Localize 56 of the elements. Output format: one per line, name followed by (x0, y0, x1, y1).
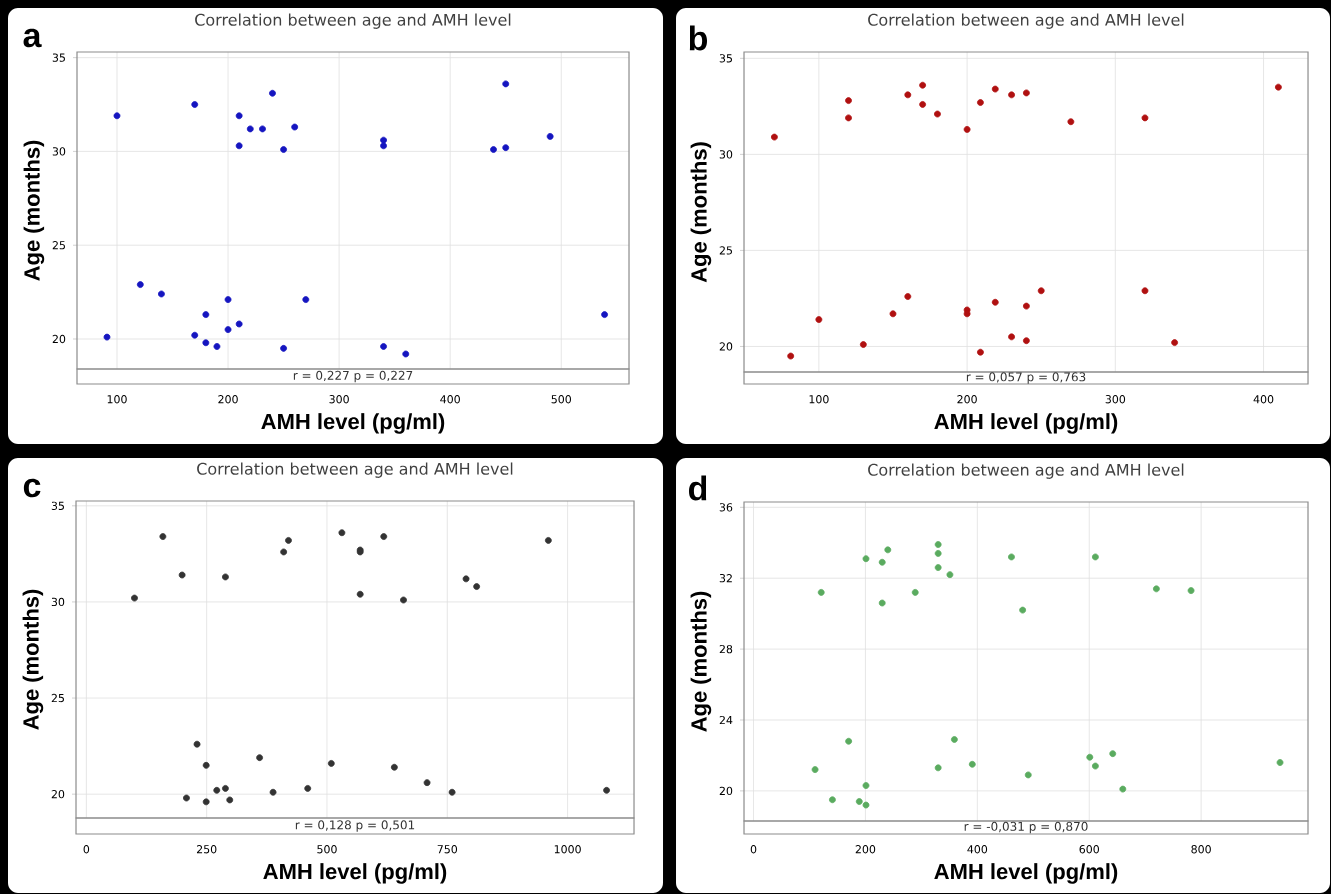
y-tick-label: 25 (719, 246, 732, 255)
x-tick-label: 750 (437, 845, 458, 854)
x-tick-label: 100 (809, 395, 829, 404)
text: r = 0,128 p = 0,501 (295, 820, 415, 832)
y-axis-title: Age (months) (690, 591, 712, 732)
y-tick-label: 20 (51, 789, 65, 799)
x-tick-label: 800 (1191, 845, 1211, 854)
x-tick-label: 250 (196, 845, 217, 854)
y-tick-label: 30 (52, 147, 66, 156)
x-tick-label: 100 (107, 395, 127, 404)
x-tick-label: 200 (218, 395, 238, 404)
y-tick-label: 32 (719, 574, 732, 583)
y-tick-label: 35 (719, 54, 732, 63)
y-tick-label: 25 (51, 693, 64, 703)
chart-title: Correlation between age and AMH level (197, 462, 513, 478)
x-tick-label: 500 (317, 845, 337, 854)
text: r = 0,057 p = 0,763 (966, 372, 1086, 384)
x-tick-label: 300 (329, 395, 349, 404)
y-tick-label: 36 (719, 503, 733, 512)
text: b (689, 25, 708, 51)
text: r = 0,227 p = 0,227 (293, 370, 413, 383)
x-axis-title: AMH level (pg/ml) (263, 863, 447, 884)
x-axis-title: AMH level (pg/ml) (934, 863, 1118, 884)
x-tick-label: 400 (967, 845, 988, 854)
text: d (689, 475, 707, 501)
x-tick-label: 0 (83, 845, 90, 854)
y-tick-label: 30 (719, 150, 733, 159)
y-tick-label: 20 (52, 334, 66, 344)
x-tick-label: 400 (440, 395, 460, 404)
y-tick-label: 30 (51, 597, 65, 607)
y-tick-label: 24 (719, 715, 733, 725)
x-tick-label: 0 (750, 845, 757, 854)
text: a (23, 28, 42, 48)
x-tick-label: 1000 (554, 845, 581, 854)
y-axis-title: Age (months) (23, 140, 45, 281)
y-axis-title: Age (months) (22, 589, 44, 730)
chart-title: Correlation between age and AMH level (868, 463, 1184, 479)
x-axis-title: AMH level (pg/ml) (934, 413, 1118, 434)
chart-title: Correlation between age and AMH level (195, 13, 511, 29)
x-tick-label: 400 (1253, 395, 1274, 404)
y-tick-label: 35 (51, 501, 64, 510)
x-tick-label: 200 (957, 395, 977, 404)
x-axis-title: AMH level (pg/ml) (261, 413, 445, 434)
text: r = -0,031 p = 0,870 (964, 821, 1088, 834)
x-tick-label: 500 (551, 395, 572, 404)
y-tick-label: 20 (719, 786, 733, 796)
x-tick-label: 600 (1079, 845, 1099, 854)
text: c (23, 478, 41, 498)
chart-title: Correlation between age and AMH level (868, 13, 1184, 29)
y-tick-label: 20 (719, 342, 733, 351)
y-tick-label: 28 (719, 644, 733, 654)
y-axis-title: Age (months) (690, 142, 712, 283)
x-tick-label: 300 (1105, 395, 1126, 404)
y-tick-label: 25 (52, 241, 65, 250)
y-tick-label: 35 (52, 53, 65, 62)
x-tick-label: 200 (855, 845, 876, 854)
